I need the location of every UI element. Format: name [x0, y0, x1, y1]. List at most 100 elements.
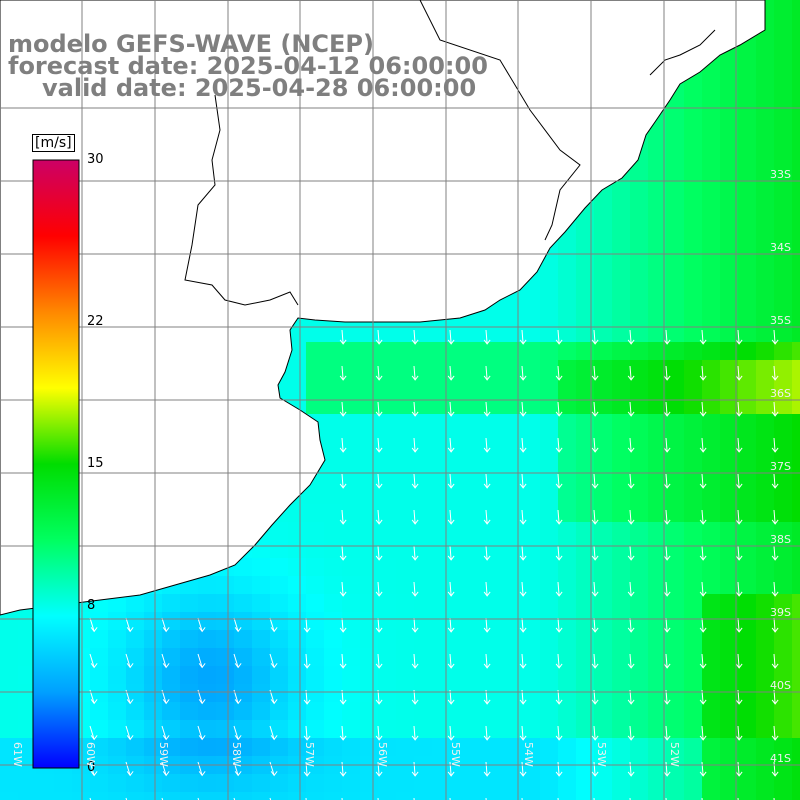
field-cell	[612, 576, 631, 595]
field-cell	[414, 702, 433, 721]
field-cell	[684, 162, 703, 181]
wind-arrow	[303, 617, 311, 633]
field-cell	[504, 504, 523, 523]
field-cell	[324, 648, 343, 667]
field-cell	[378, 666, 397, 685]
field-cell	[486, 378, 505, 397]
field-cell	[162, 720, 181, 739]
field-cell	[306, 702, 325, 721]
field-cell	[396, 504, 415, 523]
field-cell	[468, 594, 487, 613]
wind-arrow	[197, 653, 206, 669]
field-cell	[666, 414, 685, 433]
field-cell	[288, 342, 307, 361]
field-cell	[396, 612, 415, 631]
field-cell	[234, 774, 253, 793]
field-cell	[396, 594, 415, 613]
wind-arrow	[519, 545, 527, 561]
field-cell	[396, 378, 415, 397]
field-cell	[414, 414, 433, 433]
field-cell	[684, 540, 703, 559]
field-cell	[432, 594, 451, 613]
field-cell	[342, 738, 361, 757]
field-cell	[720, 270, 739, 289]
field-cell	[540, 414, 559, 433]
field-cell	[486, 450, 505, 469]
field-cell	[630, 540, 649, 559]
field-cell	[666, 468, 685, 487]
field-cell	[216, 648, 235, 667]
field-cell	[396, 738, 415, 757]
field-cell	[666, 252, 685, 271]
field-cell	[468, 720, 487, 739]
field-cell	[360, 774, 379, 793]
field-cell	[540, 576, 559, 595]
field-cell	[720, 324, 739, 343]
field-cell	[486, 684, 505, 703]
field-cell	[720, 576, 739, 595]
field-cell	[666, 666, 685, 685]
wind-arrows	[89, 329, 779, 800]
field-cell	[90, 684, 109, 703]
field-cell	[702, 522, 721, 541]
field-cell	[0, 684, 19, 703]
field-cell	[198, 702, 217, 721]
field-cell	[378, 594, 397, 613]
field-cell	[0, 630, 19, 649]
field-cell	[666, 108, 685, 127]
field-cell	[774, 738, 793, 757]
field-cell	[306, 738, 325, 757]
field-cell	[324, 432, 343, 451]
field-cell	[342, 522, 361, 541]
field-cell	[630, 234, 649, 253]
wind-arrow	[447, 545, 455, 561]
field-cell	[594, 324, 613, 343]
field-cell	[180, 666, 199, 685]
field-cell	[486, 774, 505, 793]
field-cell	[126, 774, 145, 793]
field-cell	[306, 666, 325, 685]
field-cell	[504, 486, 523, 505]
wind-arrow	[447, 653, 455, 669]
field-cell	[702, 288, 721, 307]
field-cell	[648, 612, 667, 631]
field-cell	[756, 36, 775, 55]
field-cell	[288, 774, 307, 793]
field-cell	[18, 702, 37, 721]
field-cell	[558, 684, 577, 703]
field-cell	[702, 306, 721, 325]
field-cell	[630, 630, 649, 649]
field-cell	[738, 378, 757, 397]
field-cell	[684, 378, 703, 397]
field-cell	[270, 630, 289, 649]
field-cell	[468, 486, 487, 505]
field-cell	[558, 738, 577, 757]
lat-label: 39S	[770, 606, 791, 619]
field-cell	[774, 702, 793, 721]
field-cell	[558, 468, 577, 487]
field-cell	[630, 612, 649, 631]
wind-arrow	[519, 365, 527, 381]
wind-arrow	[375, 725, 383, 741]
field-cell	[252, 684, 271, 703]
field-cell	[720, 522, 739, 541]
field-cell	[432, 612, 451, 631]
field-cell	[504, 414, 523, 433]
field-cell	[792, 594, 800, 613]
field-cell	[576, 558, 595, 577]
field-cell	[648, 504, 667, 523]
wind-arrow	[771, 581, 779, 597]
field-cell	[756, 738, 775, 757]
field-cell	[774, 540, 793, 559]
field-cell	[522, 486, 541, 505]
field-cell	[414, 342, 433, 361]
wind-arrow	[375, 545, 383, 561]
field-cell	[288, 594, 307, 613]
field-cell	[558, 360, 577, 379]
field-cell	[774, 720, 793, 739]
field-cell	[90, 720, 109, 739]
field-cell	[180, 792, 199, 800]
field-cell	[648, 306, 667, 325]
lon-label: 57W	[303, 742, 316, 767]
field-cell	[630, 216, 649, 235]
